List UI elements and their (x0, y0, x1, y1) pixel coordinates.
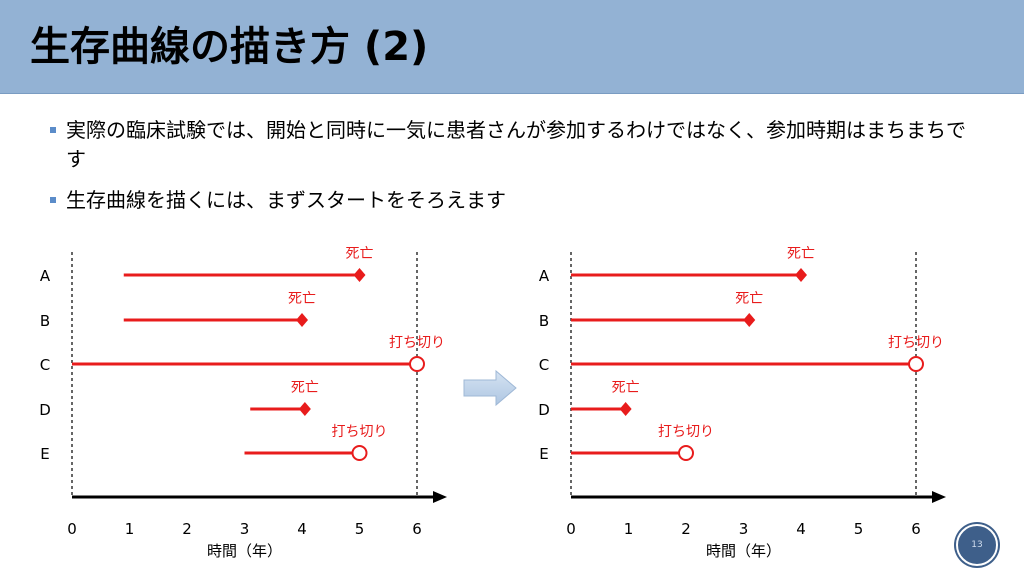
page-number-badge: 13 (956, 524, 998, 566)
death-marker-icon (619, 402, 632, 416)
row-label: C (539, 356, 549, 374)
right-arrow-icon (463, 369, 517, 407)
row-label: A (40, 267, 51, 285)
row-label: C (40, 356, 50, 374)
x-axis-arrow-icon (433, 491, 447, 503)
censor-marker-icon (409, 356, 425, 372)
death-marker-icon (298, 402, 311, 416)
tick-label: 5 (854, 520, 864, 538)
event-label: 死亡 (346, 246, 374, 262)
row-label: B (40, 312, 50, 330)
tick-label: 0 (67, 520, 77, 538)
bullet-item: 生存曲線を描くには、まずスタートをそろえます (50, 186, 980, 215)
diagram-before-alignment: 0 1 2 3 4 5 6 時間（年） A 死亡 B 死亡 C 打ち切り D 死亡 E 打ち切り (39, 246, 447, 560)
censor-marker-icon (351, 445, 368, 461)
event-label: 死亡 (291, 380, 319, 396)
event-label: 打ち切り (332, 423, 388, 440)
bullet-marker-icon (50, 127, 56, 133)
bullet-text: 生存曲線を描くには、まずスタートをそろえます (66, 188, 506, 212)
page-number: 13 (971, 540, 983, 550)
tick-label: 3 (240, 520, 250, 538)
bullet-list: 実際の臨床試験では、開始と同時に一気に患者さんが参加するわけではなく、参加時期は… (50, 116, 980, 227)
row-label: E (40, 445, 49, 463)
title-bar: 生存曲線の描き方 (2) (0, 0, 1024, 94)
tick-label: 2 (182, 520, 192, 538)
tick-label: 0 (566, 520, 576, 538)
row-label: E (539, 445, 548, 463)
tick-label: 6 (911, 520, 921, 538)
event-label: 死亡 (787, 246, 815, 262)
slide-title: 生存曲線の描き方 (2) (30, 24, 429, 70)
death-marker-icon (353, 268, 366, 282)
row-label: B (539, 312, 549, 330)
censor-marker-icon (678, 445, 694, 461)
event-label: 打ち切り (658, 423, 714, 440)
event-label: 死亡 (612, 380, 640, 396)
tick-label: 2 (681, 520, 691, 538)
bullet-item: 実際の臨床試験では、開始と同時に一気に患者さんが参加するわけではなく、参加時期は… (50, 116, 980, 174)
event-label: 死亡 (288, 291, 316, 307)
x-axis-arrow-icon (932, 491, 946, 503)
row-label: A (539, 267, 550, 285)
x-axis-label: 時間（年） (207, 542, 282, 560)
tick-label: 1 (125, 520, 135, 538)
tick-label: 4 (297, 520, 307, 538)
tick-label: 5 (355, 520, 365, 538)
row-label: D (39, 401, 51, 419)
row-label: D (538, 401, 550, 419)
death-marker-icon (743, 313, 756, 327)
bullet-text: 実際の臨床試験では、開始と同時に一気に患者さんが参加するわけではなく、参加時期は… (66, 118, 966, 171)
death-marker-icon (795, 268, 807, 282)
tick-label: 6 (412, 520, 422, 538)
event-label: 打ち切り (389, 334, 445, 351)
censor-marker-icon (908, 356, 924, 372)
event-label: 打ち切り (888, 334, 944, 351)
x-axis-label: 時間（年） (706, 542, 781, 560)
tick-label: 1 (624, 520, 634, 538)
bullet-marker-icon (50, 197, 56, 203)
diagram-after-alignment: 0 1 2 3 4 5 6 時間（年） A 死亡 B 死亡 C 打ち切り D 死亡 E 打ち切り (538, 246, 946, 560)
tick-label: 4 (796, 520, 806, 538)
event-label: 死亡 (735, 291, 763, 307)
tick-label: 3 (739, 520, 749, 538)
death-marker-icon (296, 313, 308, 327)
